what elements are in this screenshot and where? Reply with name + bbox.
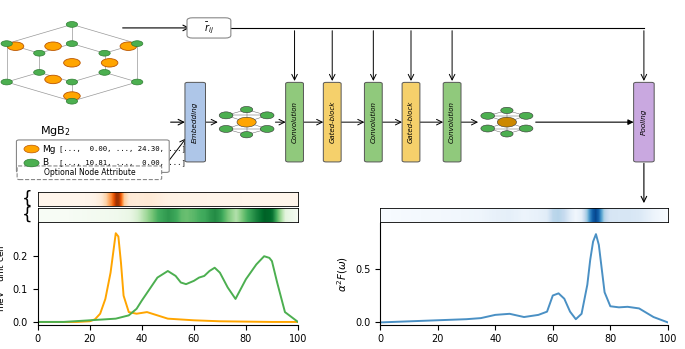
Circle shape bbox=[260, 112, 274, 119]
Text: $\bar{r}_{ij}$: $\bar{r}_{ij}$ bbox=[204, 20, 214, 36]
Circle shape bbox=[101, 59, 118, 67]
FancyBboxPatch shape bbox=[185, 82, 206, 162]
Circle shape bbox=[240, 132, 253, 138]
Circle shape bbox=[519, 125, 533, 132]
Text: Optional Node Attribute: Optional Node Attribute bbox=[44, 168, 135, 177]
Text: Gated-block: Gated-block bbox=[408, 101, 414, 143]
Circle shape bbox=[1, 79, 12, 85]
FancyBboxPatch shape bbox=[16, 140, 169, 172]
Text: Pooling: Pooling bbox=[641, 109, 647, 135]
Circle shape bbox=[481, 112, 495, 119]
Text: Convolution: Convolution bbox=[449, 101, 455, 143]
Circle shape bbox=[481, 125, 495, 132]
Circle shape bbox=[45, 75, 62, 84]
FancyBboxPatch shape bbox=[402, 82, 420, 162]
Circle shape bbox=[66, 41, 77, 46]
Circle shape bbox=[99, 69, 110, 75]
FancyBboxPatch shape bbox=[17, 166, 162, 179]
Circle shape bbox=[64, 92, 80, 100]
Circle shape bbox=[519, 112, 533, 119]
Circle shape bbox=[34, 50, 45, 56]
FancyBboxPatch shape bbox=[443, 82, 461, 162]
Circle shape bbox=[1, 41, 12, 46]
Circle shape bbox=[66, 22, 77, 27]
Circle shape bbox=[219, 112, 233, 119]
Text: Mg: Mg bbox=[42, 144, 56, 154]
Circle shape bbox=[132, 79, 143, 85]
Circle shape bbox=[240, 106, 253, 113]
Circle shape bbox=[501, 131, 513, 137]
Text: {: { bbox=[22, 206, 33, 224]
Circle shape bbox=[260, 125, 274, 132]
Circle shape bbox=[45, 42, 62, 50]
FancyBboxPatch shape bbox=[286, 82, 303, 162]
Circle shape bbox=[66, 98, 77, 104]
Text: Convolution: Convolution bbox=[292, 101, 297, 143]
FancyBboxPatch shape bbox=[187, 18, 231, 38]
Text: Gated-block: Gated-block bbox=[329, 101, 335, 143]
Circle shape bbox=[66, 79, 77, 85]
Text: B: B bbox=[42, 158, 49, 168]
Circle shape bbox=[132, 41, 143, 46]
Circle shape bbox=[99, 50, 110, 56]
Text: Embedding: Embedding bbox=[192, 102, 198, 143]
Y-axis label: PhDOS
meV$^{-1}$unit cell$^{-1}$: PhDOS meV$^{-1}$unit cell$^{-1}$ bbox=[0, 236, 7, 312]
Circle shape bbox=[120, 42, 137, 51]
Circle shape bbox=[237, 117, 256, 127]
Text: [...,  0.00, ..., 24.30, ...]: [..., 0.00, ..., 24.30, ...] bbox=[59, 146, 186, 153]
FancyBboxPatch shape bbox=[364, 82, 382, 162]
Circle shape bbox=[24, 159, 39, 167]
Text: {: { bbox=[22, 190, 33, 208]
Circle shape bbox=[34, 69, 45, 75]
Circle shape bbox=[497, 117, 516, 127]
Circle shape bbox=[24, 145, 39, 153]
Circle shape bbox=[219, 125, 233, 132]
Text: Convolution: Convolution bbox=[371, 101, 376, 143]
FancyBboxPatch shape bbox=[323, 82, 341, 162]
Y-axis label: $\alpha^2F(\omega)$: $\alpha^2F(\omega)$ bbox=[335, 256, 349, 292]
Circle shape bbox=[64, 59, 80, 67]
Text: MgB$_2$: MgB$_2$ bbox=[40, 124, 70, 138]
Circle shape bbox=[501, 107, 513, 113]
Circle shape bbox=[7, 42, 24, 51]
Text: [..., 10.81, ...,  0.00, ...]: [..., 10.81, ..., 0.00, ...] bbox=[59, 159, 186, 166]
FancyBboxPatch shape bbox=[634, 82, 654, 162]
